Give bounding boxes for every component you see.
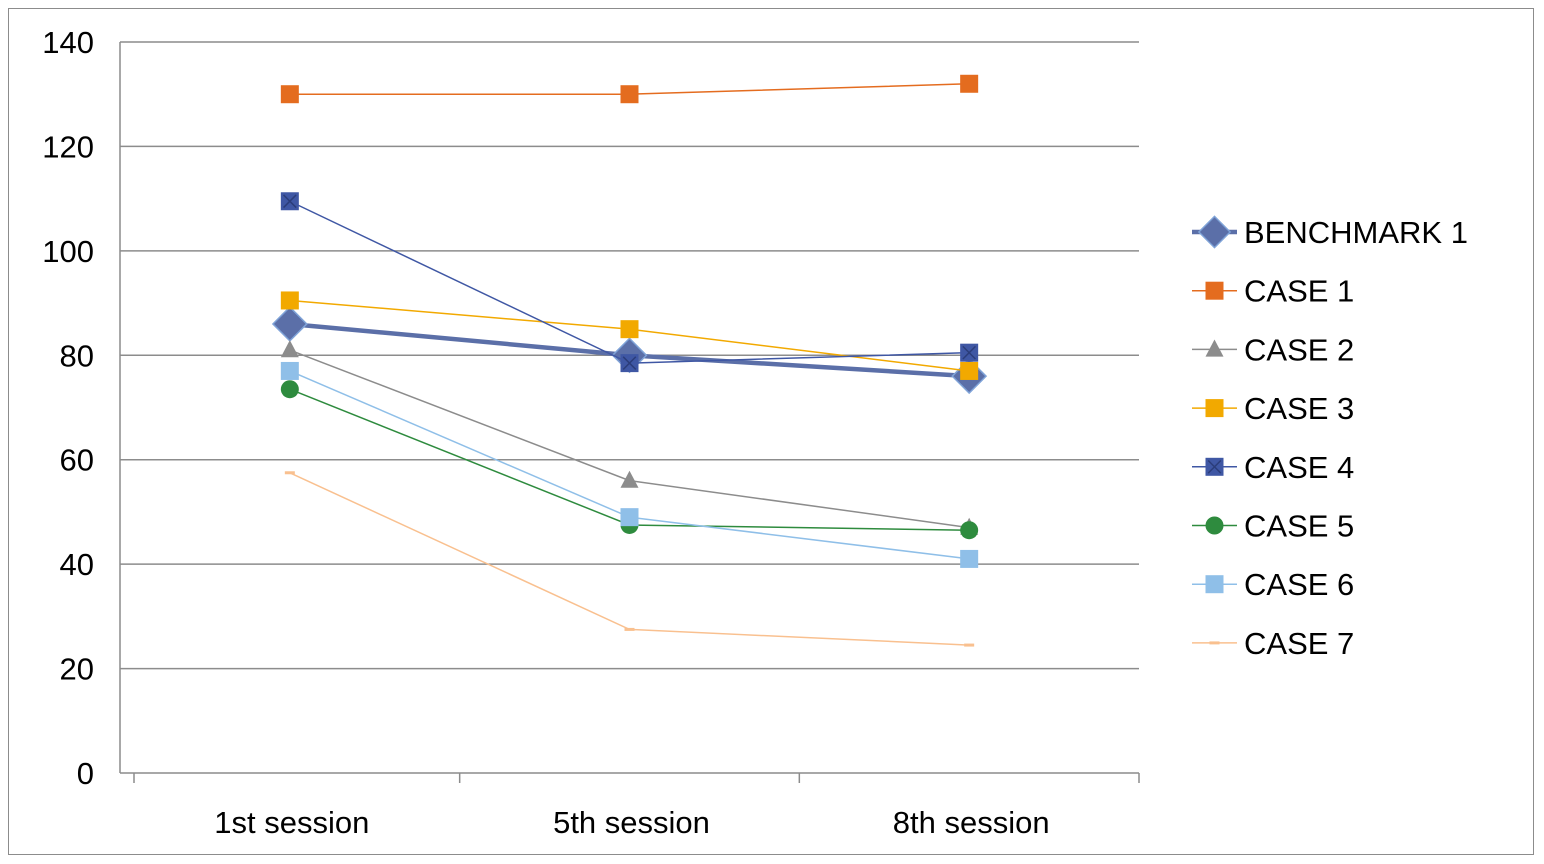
data-point-series-4 bbox=[280, 192, 299, 211]
legend-label: CASE 7 bbox=[1244, 626, 1354, 661]
data-point-series-4 bbox=[620, 354, 639, 373]
data-point-series-6 bbox=[280, 361, 299, 380]
series-lines bbox=[271, 74, 988, 647]
legend-item: CASE 6 bbox=[1192, 567, 1354, 602]
legend-item: BENCHMARK 1 bbox=[1192, 215, 1468, 250]
y-tick-label: 40 bbox=[60, 547, 94, 582]
legend-item: CASE 1 bbox=[1192, 274, 1354, 309]
series-line-2 bbox=[289, 349, 970, 529]
legend-item: CASE 7 bbox=[1192, 626, 1354, 661]
y-tick-label: 0 bbox=[77, 756, 94, 791]
data-point-series-3 bbox=[620, 320, 639, 339]
data-point-series-0 bbox=[271, 305, 308, 342]
y-tick-label: 140 bbox=[42, 25, 94, 60]
y-tick-label: 20 bbox=[60, 652, 94, 687]
data-point-series-1 bbox=[960, 74, 979, 93]
legend-marker bbox=[1209, 641, 1220, 645]
data-point-series-5 bbox=[960, 521, 979, 540]
data-point-series-7 bbox=[964, 643, 975, 647]
data-point-series-4 bbox=[960, 343, 979, 362]
legend-item: CASE 3 bbox=[1192, 391, 1354, 426]
legend-label: CASE 3 bbox=[1244, 391, 1354, 426]
gridlines bbox=[120, 41, 1139, 774]
legend-item: CASE 5 bbox=[1192, 509, 1354, 544]
chart-frame bbox=[8, 8, 1534, 855]
legend-marker bbox=[1205, 281, 1224, 300]
axes: 0 20 40 60 80 100 120 140 1st session 5th session… bbox=[42, 25, 1140, 840]
y-tick-label: 60 bbox=[60, 443, 94, 478]
y-tick-label: 80 bbox=[60, 338, 94, 373]
y-tick-label: 120 bbox=[42, 129, 94, 164]
data-point-series-6 bbox=[960, 549, 979, 568]
legend-item: CASE 4 bbox=[1192, 450, 1354, 485]
legend-label: CASE 4 bbox=[1244, 450, 1354, 485]
legend-label: CASE 6 bbox=[1244, 567, 1354, 602]
data-point-series-1 bbox=[280, 85, 299, 104]
legend-label: CASE 2 bbox=[1244, 332, 1354, 367]
legend-marker bbox=[1205, 457, 1224, 476]
x-tick-label: 1st session bbox=[214, 805, 369, 840]
legend-marker bbox=[1197, 215, 1232, 249]
legend-marker bbox=[1205, 399, 1224, 418]
legend: BENCHMARK 1 CASE 1 CASE 2 CASE 3 CASE 4 CASE … bbox=[1192, 215, 1468, 661]
series-line-7 bbox=[289, 472, 970, 646]
legend-marker bbox=[1205, 339, 1224, 357]
y-tick-label: 100 bbox=[42, 234, 94, 269]
legend-label: BENCHMARK 1 bbox=[1244, 215, 1468, 250]
data-point-series-6 bbox=[620, 508, 639, 527]
data-point-series-3 bbox=[280, 291, 299, 310]
data-point-series-1 bbox=[620, 85, 639, 104]
legend-label: CASE 1 bbox=[1244, 274, 1354, 309]
data-point-series-2 bbox=[620, 470, 639, 488]
x-tick-label: 8th session bbox=[893, 805, 1050, 840]
legend-marker bbox=[1205, 575, 1224, 594]
legend-marker bbox=[1205, 516, 1224, 535]
data-point-series-7 bbox=[624, 627, 635, 631]
data-point-series-3 bbox=[960, 361, 979, 380]
data-point-series-7 bbox=[284, 471, 295, 475]
data-point-series-5 bbox=[280, 380, 299, 399]
legend-label: CASE 5 bbox=[1244, 509, 1354, 544]
legend-item: CASE 2 bbox=[1192, 332, 1354, 367]
x-tick-label: 5th session bbox=[553, 805, 710, 840]
data-point-series-2 bbox=[280, 340, 299, 358]
